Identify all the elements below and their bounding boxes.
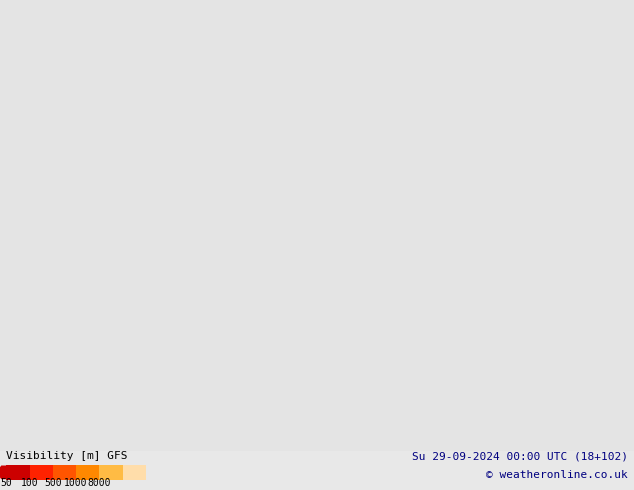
Bar	[53, 465, 76, 480]
Text: 8000: 8000	[87, 478, 111, 488]
Bar	[100, 465, 122, 480]
Text: Visibility [m] GFS: Visibility [m] GFS	[6, 451, 128, 461]
Text: © weatheronline.co.uk: © weatheronline.co.uk	[486, 470, 628, 480]
Text: Su 29-09-2024 00:00 UTC (18+102): Su 29-09-2024 00:00 UTC (18+102)	[411, 452, 628, 462]
Bar	[6, 465, 30, 480]
Bar	[76, 465, 100, 480]
FancyArrow shape	[0, 466, 6, 479]
Bar	[122, 465, 146, 480]
Text: 1000: 1000	[64, 478, 88, 488]
Text: 50: 50	[1, 478, 12, 488]
Text: 500: 500	[44, 478, 61, 488]
Bar	[30, 465, 53, 480]
Text: 100: 100	[21, 478, 39, 488]
